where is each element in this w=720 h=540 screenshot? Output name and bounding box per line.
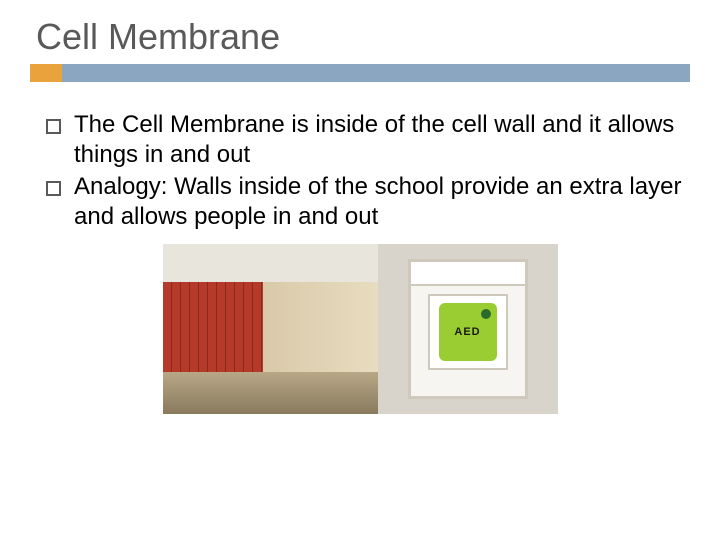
aed-image: AED <box>378 244 558 414</box>
aed-cabinet: AED <box>408 259 528 399</box>
lockers-graphic <box>163 282 263 372</box>
bullet-list: The Cell Membrane is inside of the cell … <box>30 110 690 232</box>
image-row: AED <box>30 244 690 414</box>
bullet-item: The Cell Membrane is inside of the cell … <box>40 110 690 170</box>
aed-cabinet-top <box>411 262 525 286</box>
slide: Cell Membrane The Cell Membrane is insid… <box>0 0 720 540</box>
aed-cabinet-window: AED <box>428 294 508 370</box>
hallway-image <box>163 244 378 414</box>
aed-device-label: AED <box>454 326 480 338</box>
accent-bar-blue <box>62 64 690 82</box>
slide-title: Cell Membrane <box>36 16 690 58</box>
accent-bar <box>30 64 690 82</box>
accent-bar-orange <box>30 64 62 82</box>
bullet-item: Analogy: Walls inside of the school prov… <box>40 172 690 232</box>
aed-device: AED <box>439 303 497 361</box>
